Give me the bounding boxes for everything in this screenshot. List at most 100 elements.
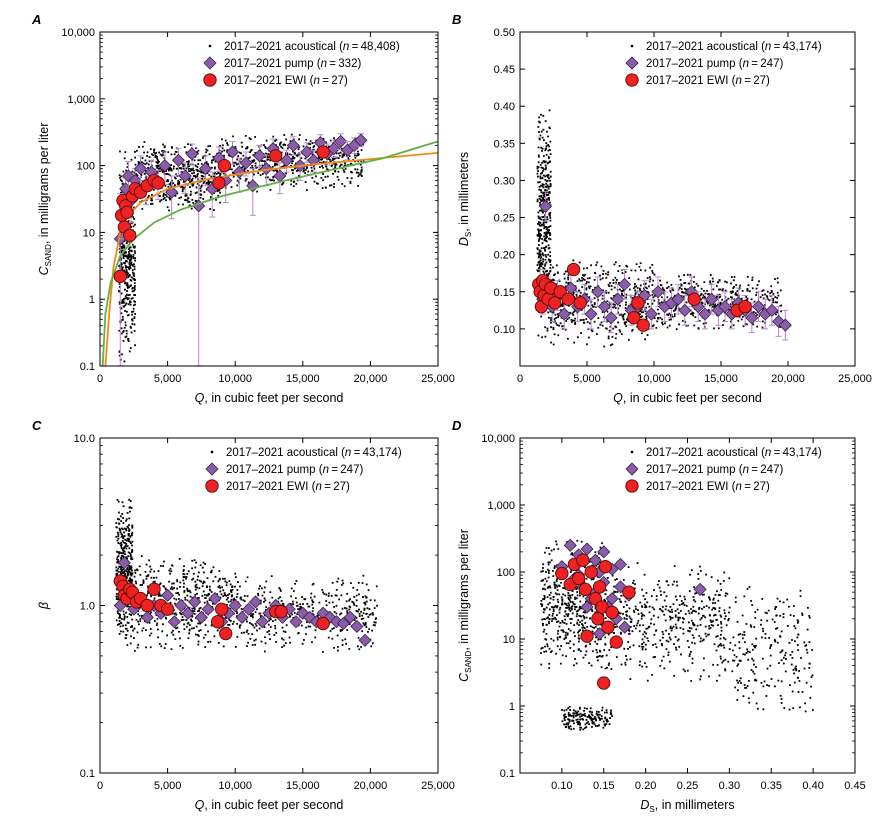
acoustic-point: [127, 254, 130, 256]
acoustic-point: [547, 274, 549, 277]
acoustic-point: [131, 572, 134, 575]
acoustic-point: [291, 162, 293, 165]
acoustic-point: [605, 291, 608, 294]
acoustic-point: [162, 565, 165, 567]
ewi-point: [210, 615, 225, 629]
acoustic-point: [128, 506, 131, 509]
acoustic-point: [349, 598, 351, 601]
acoustic-point: [170, 167, 172, 170]
acoustic-point: [544, 164, 547, 167]
acoustic-point: [600, 321, 603, 324]
acoustic-point: [202, 182, 205, 184]
legend-label-n: n: [765, 41, 771, 53]
acoustic-point: [574, 323, 576, 325]
acoustic-point: [126, 282, 129, 285]
acoustic-point: [180, 186, 182, 188]
acoustic-point: [134, 580, 137, 583]
acoustic-point: [591, 304, 594, 307]
acoustic-point: [127, 551, 130, 554]
acoustic-point: [259, 168, 261, 171]
acoustic-point: [253, 639, 256, 642]
acoustic-point: [234, 585, 236, 588]
acoustic-point: [190, 178, 193, 181]
acoustic-point: [182, 570, 185, 572]
acoustic-point: [340, 594, 343, 597]
acoustic-point: [133, 268, 136, 271]
axis-label-symbol: D: [457, 237, 471, 246]
acoustic-point: [127, 248, 130, 251]
acoustic-point: [750, 298, 753, 301]
acoustic-point: [119, 176, 121, 179]
acoustic-point: [578, 278, 581, 281]
acoustic-point: [540, 189, 543, 192]
acoustic-point: [127, 539, 130, 542]
acoustic-point: [761, 320, 764, 323]
acoustic-point: [225, 584, 228, 587]
acoustic-point: [681, 320, 684, 322]
ewi-point: [113, 269, 127, 283]
legend-label-prefix: 2017–2021 acoustical (: [646, 41, 765, 53]
acoustic-point: [169, 181, 172, 184]
acoustic-point: [762, 297, 765, 300]
acoustic-point: [121, 618, 123, 620]
legend-marker-acoustic: [208, 44, 212, 48]
acoustic-point: [341, 583, 343, 586]
acoustic-point: [206, 172, 209, 175]
acoustic-point: [315, 182, 318, 185]
acoustic-point: [265, 580, 268, 583]
axis-label: Q, in cubic feet per second: [195, 391, 344, 405]
acoustic-point: [587, 285, 590, 288]
acoustic-point: [177, 183, 180, 186]
acoustic-point: [118, 612, 120, 615]
acoustic-point: [163, 192, 165, 195]
acoustic-point: [336, 645, 339, 648]
acoustic-point: [124, 538, 127, 541]
acoustic-point: [205, 586, 208, 589]
acoustic-point: [225, 594, 228, 597]
acoustic-point: [539, 121, 541, 124]
acoustic-point: [625, 293, 628, 296]
acoustic-point: [324, 186, 327, 189]
acoustic-point: [609, 281, 611, 284]
x-tick-label: 0: [517, 373, 523, 385]
acoustic-point: [608, 285, 611, 288]
acoustic-point: [345, 642, 348, 645]
acoustic-point: [180, 196, 183, 199]
acoustic-point: [269, 591, 272, 594]
acoustic-point: [645, 317, 648, 320]
acoustic-point: [537, 154, 540, 157]
acoustic-point: [341, 153, 344, 156]
acoustic-point: [585, 282, 588, 285]
acoustic-point: [549, 310, 552, 313]
acoustic-point: [545, 234, 547, 237]
acoustic-point: [556, 324, 559, 326]
acoustic-point: [128, 580, 131, 582]
acoustic-point: [545, 189, 548, 192]
acoustic-point: [170, 146, 173, 148]
acoustic-point: [191, 169, 193, 172]
acoustic-point: [123, 360, 126, 363]
acoustic-point: [200, 580, 203, 583]
acoustic-point: [545, 193, 547, 196]
acoustic-point: [269, 638, 271, 641]
acoustic-point: [362, 159, 365, 162]
acoustic-point: [539, 209, 541, 212]
acoustic-point: [639, 262, 642, 265]
acoustic-point: [369, 599, 372, 602]
acoustic-point: [123, 244, 126, 247]
acoustic-point: [552, 343, 555, 346]
acoustic-point: [567, 281, 570, 284]
acoustic-point: [352, 602, 355, 605]
acoustic-point: [128, 301, 131, 304]
acoustic-point: [249, 138, 252, 141]
acoustic-point: [237, 155, 239, 158]
acoustic-point: [547, 311, 550, 314]
acoustic-point: [131, 625, 133, 627]
acoustic-point: [608, 329, 611, 332]
acoustic-point: [199, 564, 202, 567]
acoustic-point: [256, 190, 259, 193]
x-tick-label: 25,000: [421, 373, 455, 385]
acoustic-point: [188, 607, 191, 609]
acoustic-point: [293, 156, 296, 159]
acoustic-point: [125, 529, 128, 532]
